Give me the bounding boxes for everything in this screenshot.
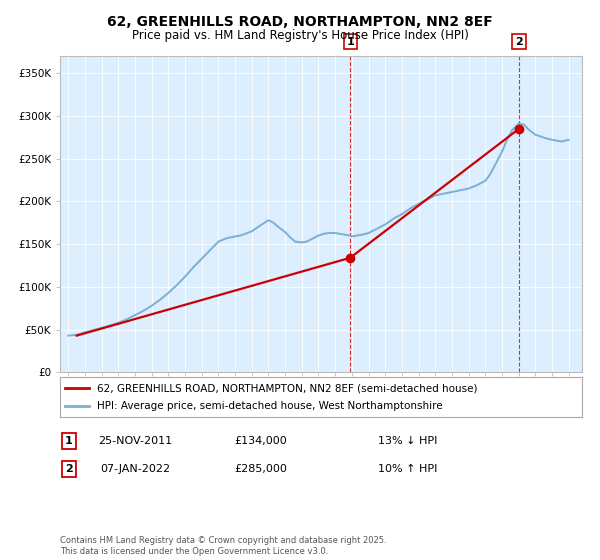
Text: Contains HM Land Registry data © Crown copyright and database right 2025.
This d: Contains HM Land Registry data © Crown c… [60,536,386,556]
Text: HPI: Average price, semi-detached house, West Northamptonshire: HPI: Average price, semi-detached house,… [97,401,442,411]
Text: 25-NOV-2011: 25-NOV-2011 [98,436,172,446]
Text: 62, GREENHILLS ROAD, NORTHAMPTON, NN2 8EF: 62, GREENHILLS ROAD, NORTHAMPTON, NN2 8E… [107,15,493,29]
Text: 2: 2 [65,464,73,474]
Text: 62, GREENHILLS ROAD, NORTHAMPTON, NN2 8EF (semi-detached house): 62, GREENHILLS ROAD, NORTHAMPTON, NN2 8E… [97,383,477,393]
Text: 1: 1 [65,436,73,446]
Text: 10% ↑ HPI: 10% ↑ HPI [378,464,437,474]
Text: 13% ↓ HPI: 13% ↓ HPI [378,436,437,446]
Text: Price paid vs. HM Land Registry's House Price Index (HPI): Price paid vs. HM Land Registry's House … [131,29,469,42]
Text: 07-JAN-2022: 07-JAN-2022 [100,464,170,474]
Text: 1: 1 [346,36,354,46]
Text: 2: 2 [515,36,523,46]
Text: £285,000: £285,000 [235,464,287,474]
Text: £134,000: £134,000 [235,436,287,446]
